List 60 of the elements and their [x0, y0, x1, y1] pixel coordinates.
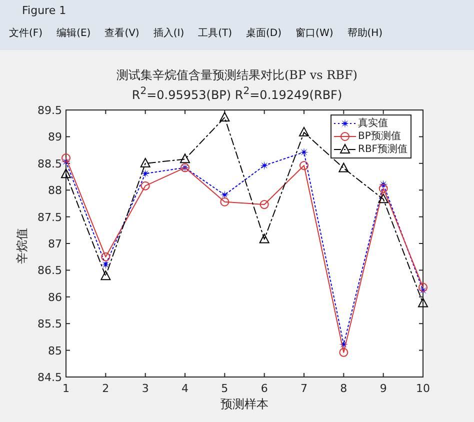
chart-title: 测试集辛烷值含量预测结果对比(BP vs RBF) — [115, 67, 358, 84]
text: 窗口(W) — [294, 26, 334, 41]
y-tick-label: 88 — [48, 184, 62, 198]
text: 帮助(H) — [346, 26, 384, 41]
y-tick-label: 86.5 — [38, 264, 62, 278]
x-tick-label: 2 — [102, 382, 110, 395]
chart-subtitle: R$^{2}$=0.95953(BP) R$^{2}$=0.19249(RBF) — [130, 86, 344, 102]
text: 插入(I) — [152, 26, 186, 41]
point — [299, 148, 309, 157]
point — [140, 181, 150, 190]
point — [61, 168, 71, 178]
point — [418, 298, 428, 308]
point — [299, 126, 309, 136]
legend-label: RBF预测值 — [358, 142, 408, 156]
x-tick-label: 6 — [260, 382, 268, 395]
x-tick-label: 3 — [142, 382, 149, 395]
x-axis-title: 预测样本 — [220, 396, 270, 413]
point — [140, 158, 150, 168]
y-tick-label: 88.5 — [38, 157, 62, 170]
point — [62, 154, 70, 163]
caption: Figure 1 — [22, 4, 66, 17]
text: 工具(T) — [197, 27, 234, 41]
point — [339, 348, 348, 357]
text: 查看(V) — [104, 26, 140, 41]
point — [378, 194, 388, 204]
text: 文件(F) — [8, 26, 44, 41]
legend-label: BP预测值 — [358, 130, 401, 142]
x-tick-label: 7 — [300, 382, 308, 395]
x-tick-label: 5 — [221, 382, 228, 395]
point — [220, 197, 230, 206]
x-tick-label: 9 — [380, 382, 387, 395]
point — [378, 184, 388, 193]
point — [220, 112, 230, 122]
point — [418, 282, 428, 292]
x-tick-label: 4 — [182, 382, 188, 395]
y-tick-label: 89 — [48, 130, 62, 144]
point — [338, 162, 349, 172]
x-tick-label: 1 — [62, 382, 70, 395]
point — [180, 154, 190, 164]
point — [259, 234, 270, 244]
point — [101, 252, 110, 262]
text: 编辑(E) — [56, 26, 92, 41]
y-tick-label: 89.5 — [38, 104, 62, 117]
y-tick-label: 87.5 — [38, 210, 62, 224]
legend-label: 真实值 — [358, 116, 388, 130]
y-axis-title: 辛烷值 — [14, 228, 30, 264]
point — [260, 160, 269, 170]
point — [300, 161, 308, 170]
x-tick-label: 8 — [340, 382, 348, 395]
point — [140, 168, 150, 178]
text: 桌面(D) — [245, 26, 283, 41]
x-tick-label: 10 — [416, 382, 430, 395]
y-tick-label: 84.5 — [38, 371, 62, 384]
y-tick-label: 85 — [48, 344, 62, 358]
point — [220, 190, 230, 200]
y-tick-label: 87 — [48, 238, 62, 250]
point — [100, 270, 111, 280]
y-tick-label: 85.5 — [38, 318, 62, 331]
point — [260, 200, 269, 210]
y-tick-label: 86 — [48, 290, 62, 304]
